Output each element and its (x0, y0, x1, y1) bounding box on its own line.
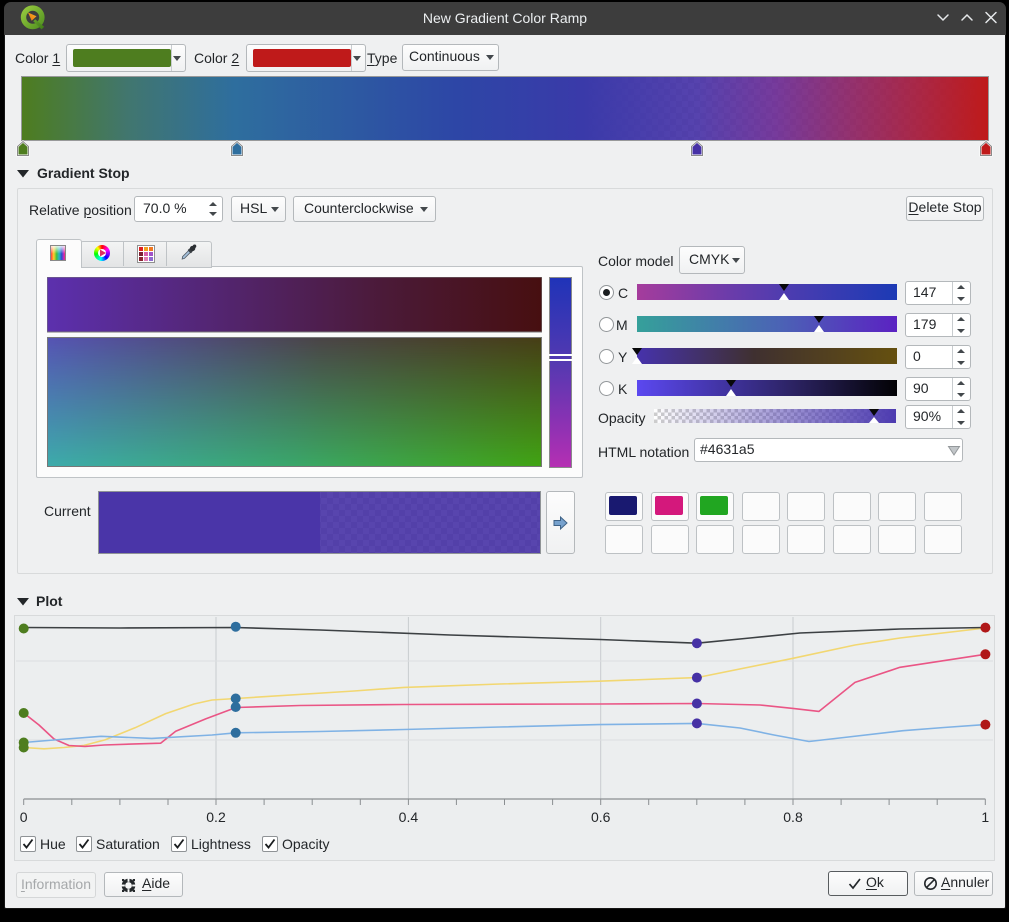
svg-text:0: 0 (20, 809, 28, 825)
svg-text:1: 1 (981, 809, 989, 825)
svg-text:0.4: 0.4 (399, 809, 419, 825)
svg-text:0.2: 0.2 (206, 809, 226, 825)
svg-text:0.6: 0.6 (591, 809, 611, 825)
svg-text:0.8: 0.8 (783, 809, 803, 825)
